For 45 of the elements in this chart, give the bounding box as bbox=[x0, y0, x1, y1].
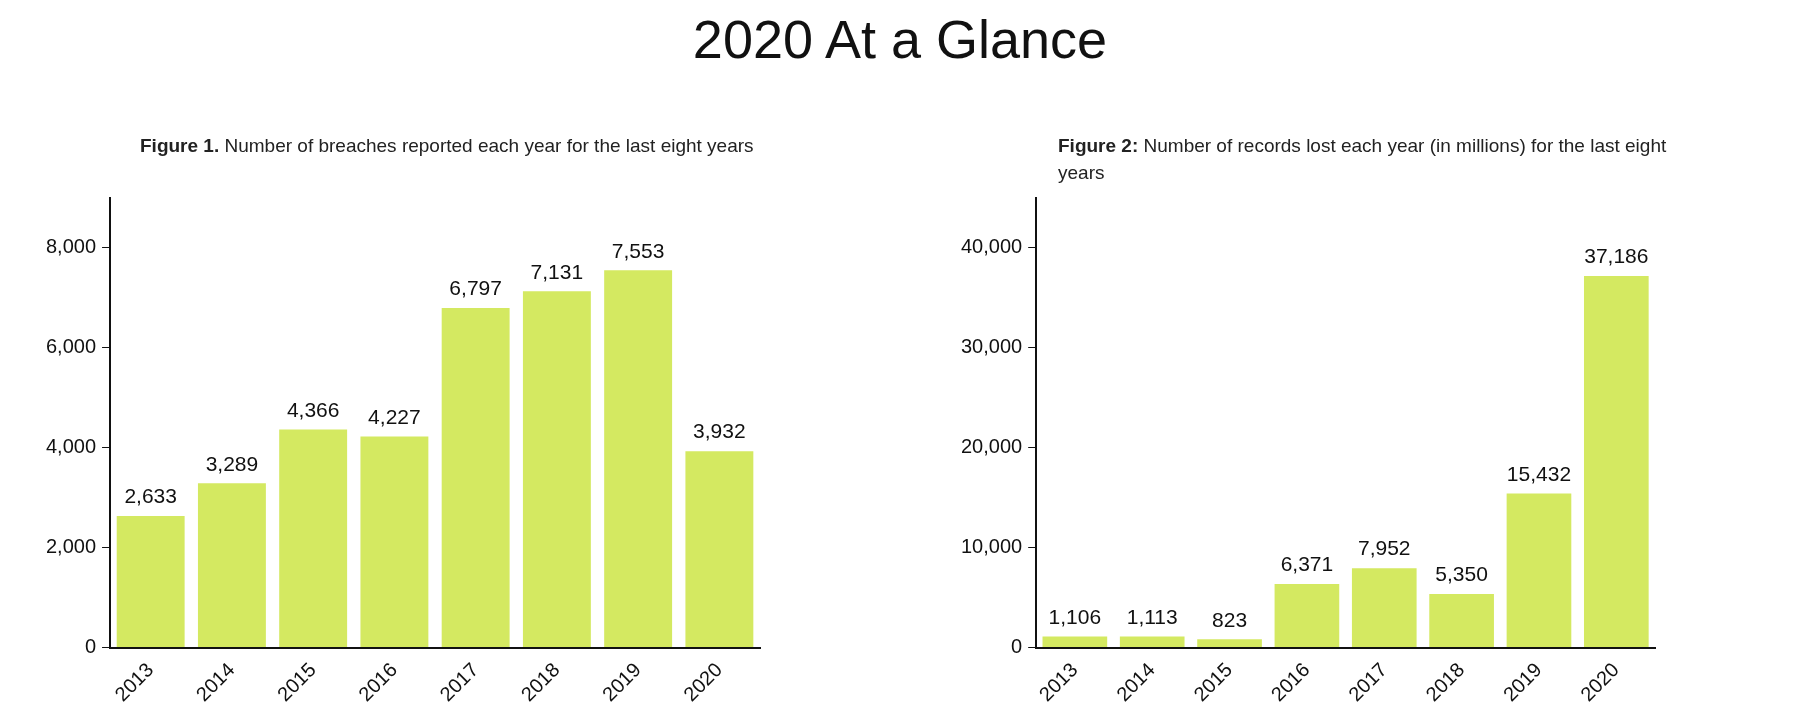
y-tick-label: 4,000 bbox=[45, 435, 97, 458]
y-tick-label: 2,000 bbox=[45, 535, 97, 558]
data-label: 2,633 bbox=[124, 484, 177, 508]
bar bbox=[1583, 276, 1649, 648]
data-label: 7,952 bbox=[1357, 536, 1411, 560]
data-label: 4,366 bbox=[286, 397, 340, 421]
y-tick-label: 0 bbox=[1011, 635, 1023, 658]
bar bbox=[1351, 568, 1417, 648]
data-label: 6,797 bbox=[449, 276, 502, 300]
data-label: 3,289 bbox=[205, 451, 259, 475]
data-label: 4,227 bbox=[368, 404, 421, 428]
text: 2020 At a Glance bbox=[691, 8, 1109, 70]
bar bbox=[604, 270, 673, 648]
bar bbox=[1042, 636, 1108, 648]
y-tick-label: 40,000 bbox=[961, 235, 1023, 258]
bar bbox=[1274, 583, 1340, 648]
data-label: 7,553 bbox=[611, 238, 665, 262]
chart-subtitle: Figure 1. Number of breaches reported each year for the last eight years bbox=[140, 134, 755, 158]
bar bbox=[360, 436, 429, 648]
y-tick-label: 6,000 bbox=[45, 335, 97, 358]
y-tick-label: 8,000 bbox=[45, 235, 97, 258]
data-label: 1,106 bbox=[1048, 604, 1102, 628]
bar bbox=[1119, 636, 1185, 648]
bar bbox=[522, 291, 591, 648]
data-label: 5,350 bbox=[1435, 562, 1488, 586]
y-tick-label: 30,000 bbox=[961, 335, 1023, 358]
data-label: 7,131 bbox=[530, 259, 584, 283]
bar bbox=[197, 483, 266, 648]
data-label: 3,932 bbox=[693, 419, 746, 443]
bar bbox=[116, 516, 185, 648]
bar bbox=[279, 429, 348, 648]
bar bbox=[441, 308, 510, 648]
text: Figure 2: Number of records lost each year (in millions) for the last eight years bbox=[1058, 135, 1667, 183]
bar bbox=[1506, 493, 1572, 648]
bar bbox=[1197, 639, 1262, 648]
data-label: 6,371 bbox=[1280, 552, 1334, 576]
data-label: 1,113 bbox=[1126, 604, 1178, 628]
bar bbox=[685, 451, 754, 648]
data-label: 37,186 bbox=[1584, 244, 1649, 268]
data-label: 15,432 bbox=[1506, 461, 1572, 485]
data-label: 823 bbox=[1212, 607, 1248, 631]
bar bbox=[1429, 594, 1494, 648]
y-tick-label: 20,000 bbox=[961, 435, 1023, 458]
y-tick-label: 0 bbox=[84, 635, 97, 658]
y-tick-label: 10,000 bbox=[961, 535, 1023, 558]
